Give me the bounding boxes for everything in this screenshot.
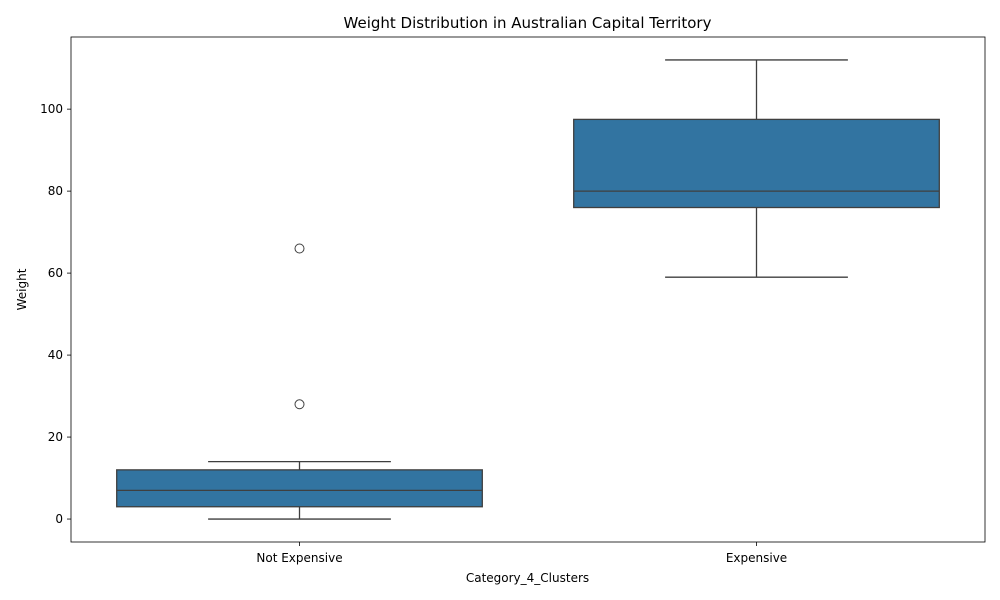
y-tick-label: 80 <box>48 184 63 198</box>
y-tick-label: 20 <box>48 430 63 444</box>
y-tick-label: 100 <box>40 102 63 116</box>
x-tick-label: Not Expensive <box>256 551 342 565</box>
y-axis-label: Weight <box>15 268 29 310</box>
x-tick-label: Expensive <box>726 551 787 565</box>
x-axis: Not Expensive Expensive <box>256 542 787 565</box>
chart-title: Weight Distribution in Australian Capita… <box>344 14 712 32</box>
y-tick-label: 0 <box>55 512 63 526</box>
y-axis: 0 20 40 60 80 100 <box>40 102 71 526</box>
y-tick-label: 40 <box>48 348 63 362</box>
plot-frame <box>70 36 986 543</box>
outlier-point <box>294 243 305 254</box>
outlier-point <box>294 399 305 410</box>
iqr-box <box>116 469 483 508</box>
box-group <box>116 243 483 520</box>
plot-area <box>116 59 940 520</box>
box-group <box>573 59 940 278</box>
x-axis-label: Category_4_Clusters <box>466 571 589 585</box>
y-tick-label: 60 <box>48 266 63 280</box>
iqr-box <box>573 118 940 209</box>
